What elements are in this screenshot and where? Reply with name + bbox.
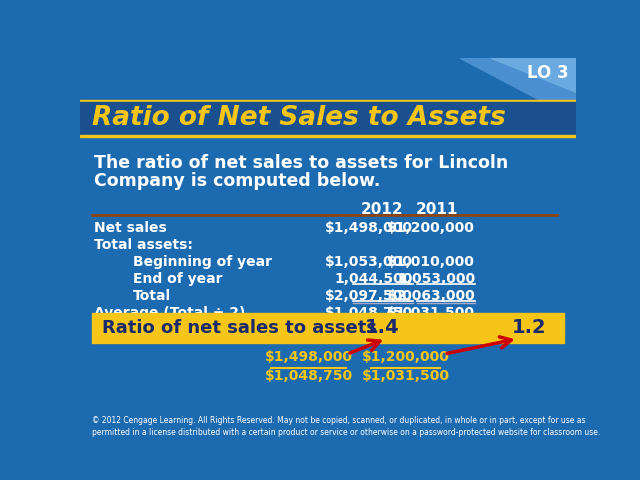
Text: Total assets:: Total assets: [94,238,193,252]
Text: Ratio of Net Sales to Assets: Ratio of Net Sales to Assets [92,106,506,132]
Text: 2012: 2012 [361,203,404,217]
Text: 1.2: 1.2 [512,318,547,337]
Text: © 2012 Cengage Learning. All Rights Reserved. May not be copied, scanned, or dup: © 2012 Cengage Learning. All Rights Rese… [92,416,600,437]
Text: Total: Total [132,288,171,302]
Bar [80,134,576,137]
Bar [80,100,576,102]
Polygon shape [491,58,576,92]
Text: $1,031,500: $1,031,500 [387,306,476,320]
Polygon shape [460,58,576,119]
Text: $1,048,750: $1,048,750 [325,306,413,320]
Text: $1,048,750: $1,048,750 [264,370,353,384]
Text: End of year: End of year [132,272,222,286]
Text: $1,053,000: $1,053,000 [325,255,413,269]
Bar [92,313,564,343]
Text: 1,053,000: 1,053,000 [397,272,476,286]
Text: Average (Total ÷ 2): Average (Total ÷ 2) [94,306,245,320]
Text: Net sales: Net sales [94,221,166,235]
Text: $1,200,000: $1,200,000 [387,221,476,235]
Text: 2011: 2011 [415,203,458,217]
Text: $2,097,500: $2,097,500 [325,288,413,302]
Text: Beginning of year: Beginning of year [132,255,272,269]
Text: 1.4: 1.4 [365,318,399,337]
Text: $1,200,000: $1,200,000 [362,350,449,364]
Text: LO 3: LO 3 [527,64,568,82]
Text: $1,498,000: $1,498,000 [325,221,413,235]
Text: Company is computed below.: Company is computed below. [94,171,380,190]
Text: $2,063,000: $2,063,000 [387,288,476,302]
Text: $1,498,000: $1,498,000 [264,350,353,364]
Text: $1,031,500: $1,031,500 [362,370,449,384]
Text: Ratio of net sales to assets: Ratio of net sales to assets [102,319,377,337]
Bar [80,102,576,134]
Text: $1,010,000: $1,010,000 [387,255,476,269]
Text: The ratio of net sales to assets for Lincoln: The ratio of net sales to assets for Lin… [94,154,508,172]
Text: 1,044,500: 1,044,500 [335,272,413,286]
